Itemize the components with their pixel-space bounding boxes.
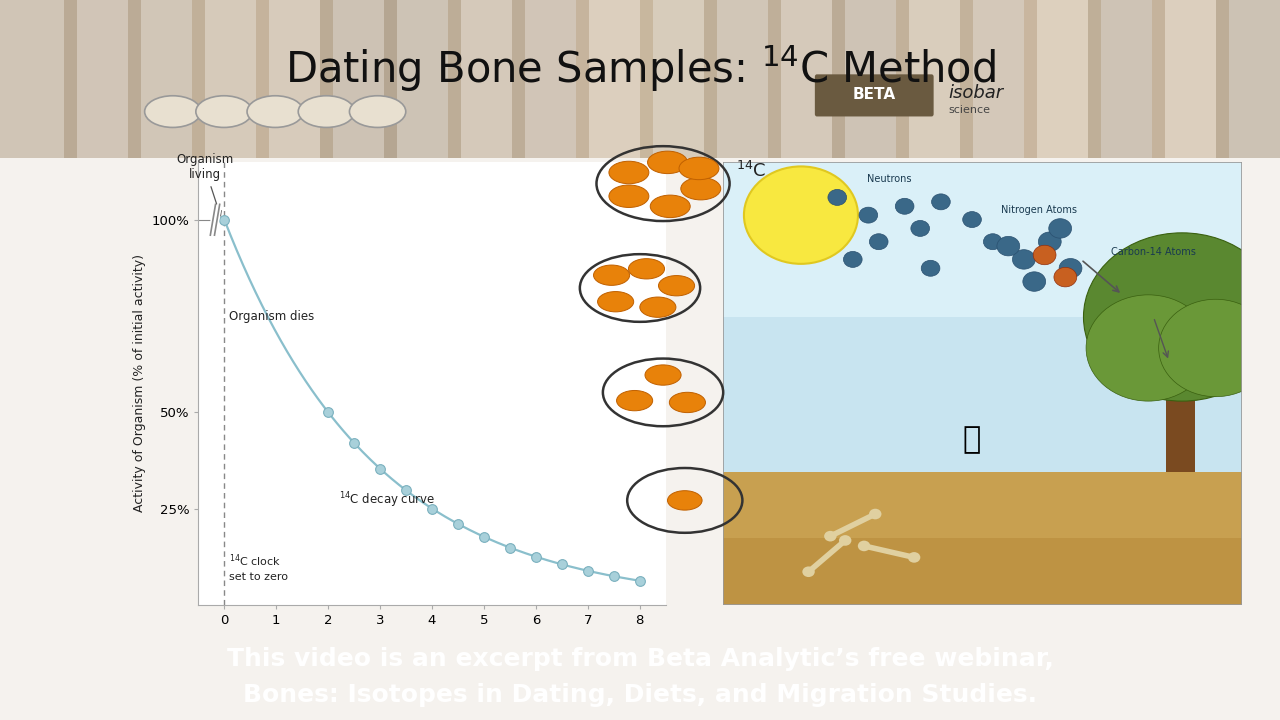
FancyBboxPatch shape: [768, 0, 845, 158]
FancyBboxPatch shape: [320, 0, 397, 158]
FancyBboxPatch shape: [832, 0, 909, 158]
Circle shape: [858, 541, 870, 552]
FancyBboxPatch shape: [960, 0, 1037, 158]
FancyBboxPatch shape: [192, 0, 269, 158]
FancyBboxPatch shape: [723, 472, 1242, 605]
Text: Dating Bone Samples: $^{14}$C Method: Dating Bone Samples: $^{14}$C Method: [284, 43, 996, 94]
Circle shape: [1012, 250, 1036, 269]
Circle shape: [911, 220, 929, 236]
FancyBboxPatch shape: [723, 539, 1242, 605]
Circle shape: [1085, 294, 1211, 401]
FancyBboxPatch shape: [1166, 348, 1196, 472]
Circle shape: [1083, 233, 1280, 401]
Y-axis label: Activity of Organism (% of initial activity): Activity of Organism (% of initial activ…: [133, 254, 146, 513]
Circle shape: [828, 189, 846, 205]
Text: $^{14}$C decay curve: $^{14}$C decay curve: [338, 491, 435, 510]
Circle shape: [963, 212, 982, 228]
FancyBboxPatch shape: [64, 0, 141, 158]
Text: This video is an excerpt from Beta Analytic’s free webinar,
Bones: Isotopes in D: This video is an excerpt from Beta Analy…: [227, 647, 1053, 707]
FancyBboxPatch shape: [723, 162, 1242, 317]
Text: isobar: isobar: [948, 84, 1004, 102]
Circle shape: [922, 261, 940, 276]
Text: Carbon-14 Atoms: Carbon-14 Atoms: [1111, 247, 1196, 257]
FancyBboxPatch shape: [723, 162, 1242, 472]
Circle shape: [869, 234, 888, 250]
Text: Nitrogen Atoms: Nitrogen Atoms: [1001, 205, 1078, 215]
Text: Organism dies: Organism dies: [229, 310, 314, 323]
FancyBboxPatch shape: [1216, 0, 1280, 158]
Circle shape: [1117, 295, 1138, 312]
Circle shape: [744, 166, 858, 264]
Circle shape: [1143, 312, 1164, 330]
Text: $^{14}$C: $^{14}$C: [736, 161, 767, 181]
FancyBboxPatch shape: [640, 0, 717, 158]
Circle shape: [1059, 258, 1082, 278]
FancyBboxPatch shape: [128, 0, 205, 158]
Text: science: science: [948, 105, 989, 115]
Circle shape: [1023, 272, 1046, 292]
Circle shape: [908, 552, 920, 563]
Text: $^{14}$C clock
set to zero: $^{14}$C clock set to zero: [229, 553, 288, 582]
FancyBboxPatch shape: [448, 0, 525, 158]
FancyBboxPatch shape: [896, 0, 973, 158]
Circle shape: [1153, 286, 1174, 304]
Circle shape: [983, 234, 1002, 250]
Circle shape: [869, 509, 882, 519]
Circle shape: [895, 198, 914, 215]
Circle shape: [838, 535, 851, 546]
Circle shape: [1158, 300, 1272, 397]
FancyBboxPatch shape: [815, 74, 933, 117]
FancyBboxPatch shape: [384, 0, 461, 158]
Circle shape: [803, 567, 815, 577]
FancyBboxPatch shape: [576, 0, 653, 158]
Circle shape: [997, 236, 1020, 256]
FancyBboxPatch shape: [0, 0, 77, 158]
FancyBboxPatch shape: [512, 0, 589, 158]
Circle shape: [1128, 264, 1148, 282]
Text: BETA: BETA: [852, 87, 896, 102]
Circle shape: [859, 207, 878, 223]
FancyBboxPatch shape: [256, 0, 333, 158]
Text: Neutrons: Neutrons: [867, 174, 911, 184]
Circle shape: [824, 531, 837, 541]
Circle shape: [844, 251, 863, 267]
Circle shape: [1048, 219, 1071, 238]
Circle shape: [1033, 246, 1056, 265]
Circle shape: [1053, 267, 1076, 287]
Circle shape: [932, 194, 950, 210]
Text: 🐴: 🐴: [963, 426, 982, 454]
FancyBboxPatch shape: [1088, 0, 1165, 158]
FancyBboxPatch shape: [704, 0, 781, 158]
FancyBboxPatch shape: [1152, 0, 1229, 158]
Text: Organism
living: Organism living: [177, 153, 233, 216]
Circle shape: [1038, 232, 1061, 251]
FancyBboxPatch shape: [1024, 0, 1101, 158]
